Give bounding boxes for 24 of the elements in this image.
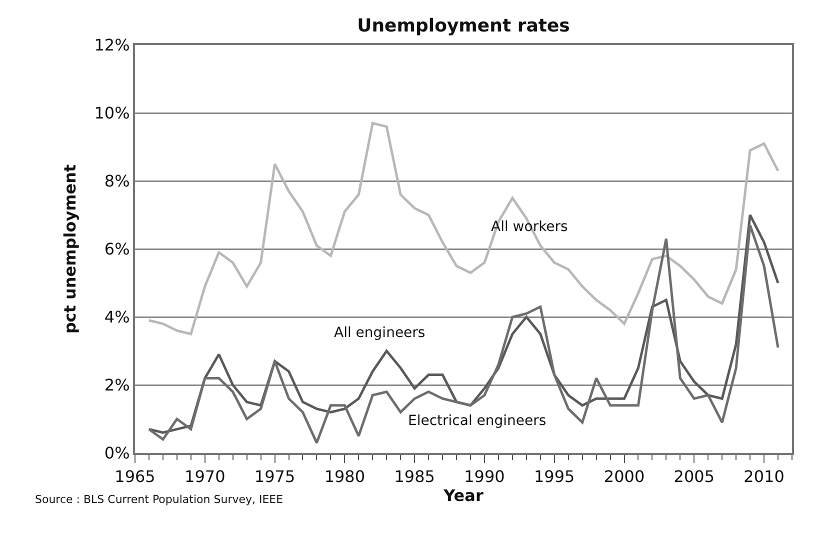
y-tick-label: 0% [104,444,130,463]
y-tick-label: 2% [104,376,130,395]
series-label: All workers [491,219,568,235]
x-tick-label: 2000 [604,467,645,486]
source-note: Source : BLS Current Population Survey, IEEE [35,493,284,506]
chart-title: Unemployment rates [357,15,570,36]
y-tick-label: 12% [94,36,130,55]
x-tick-label: 1995 [534,467,575,486]
x-tick-label: 1970 [184,467,226,486]
series-label: All engineers [334,325,426,341]
y-tick-label: 8% [104,172,130,191]
y-tick-label: 4% [104,308,130,327]
y-tick-label: 6% [104,240,130,259]
x-tick-label: 1980 [324,467,366,486]
x-tick-label: 2010 [744,467,784,486]
x-tick-label: 1965 [114,467,156,486]
x-tick-label: 1990 [464,467,505,486]
y-axis-title: pct unemployment [60,164,80,334]
x-tick-label: 1985 [394,467,435,486]
series-label: Electrical engineers [408,413,546,429]
y-tick-label: 10% [94,104,130,123]
x-tick-label: 1975 [254,467,296,486]
x-tick-label: 2005 [674,467,715,486]
x-axis-title: Year [442,486,484,506]
